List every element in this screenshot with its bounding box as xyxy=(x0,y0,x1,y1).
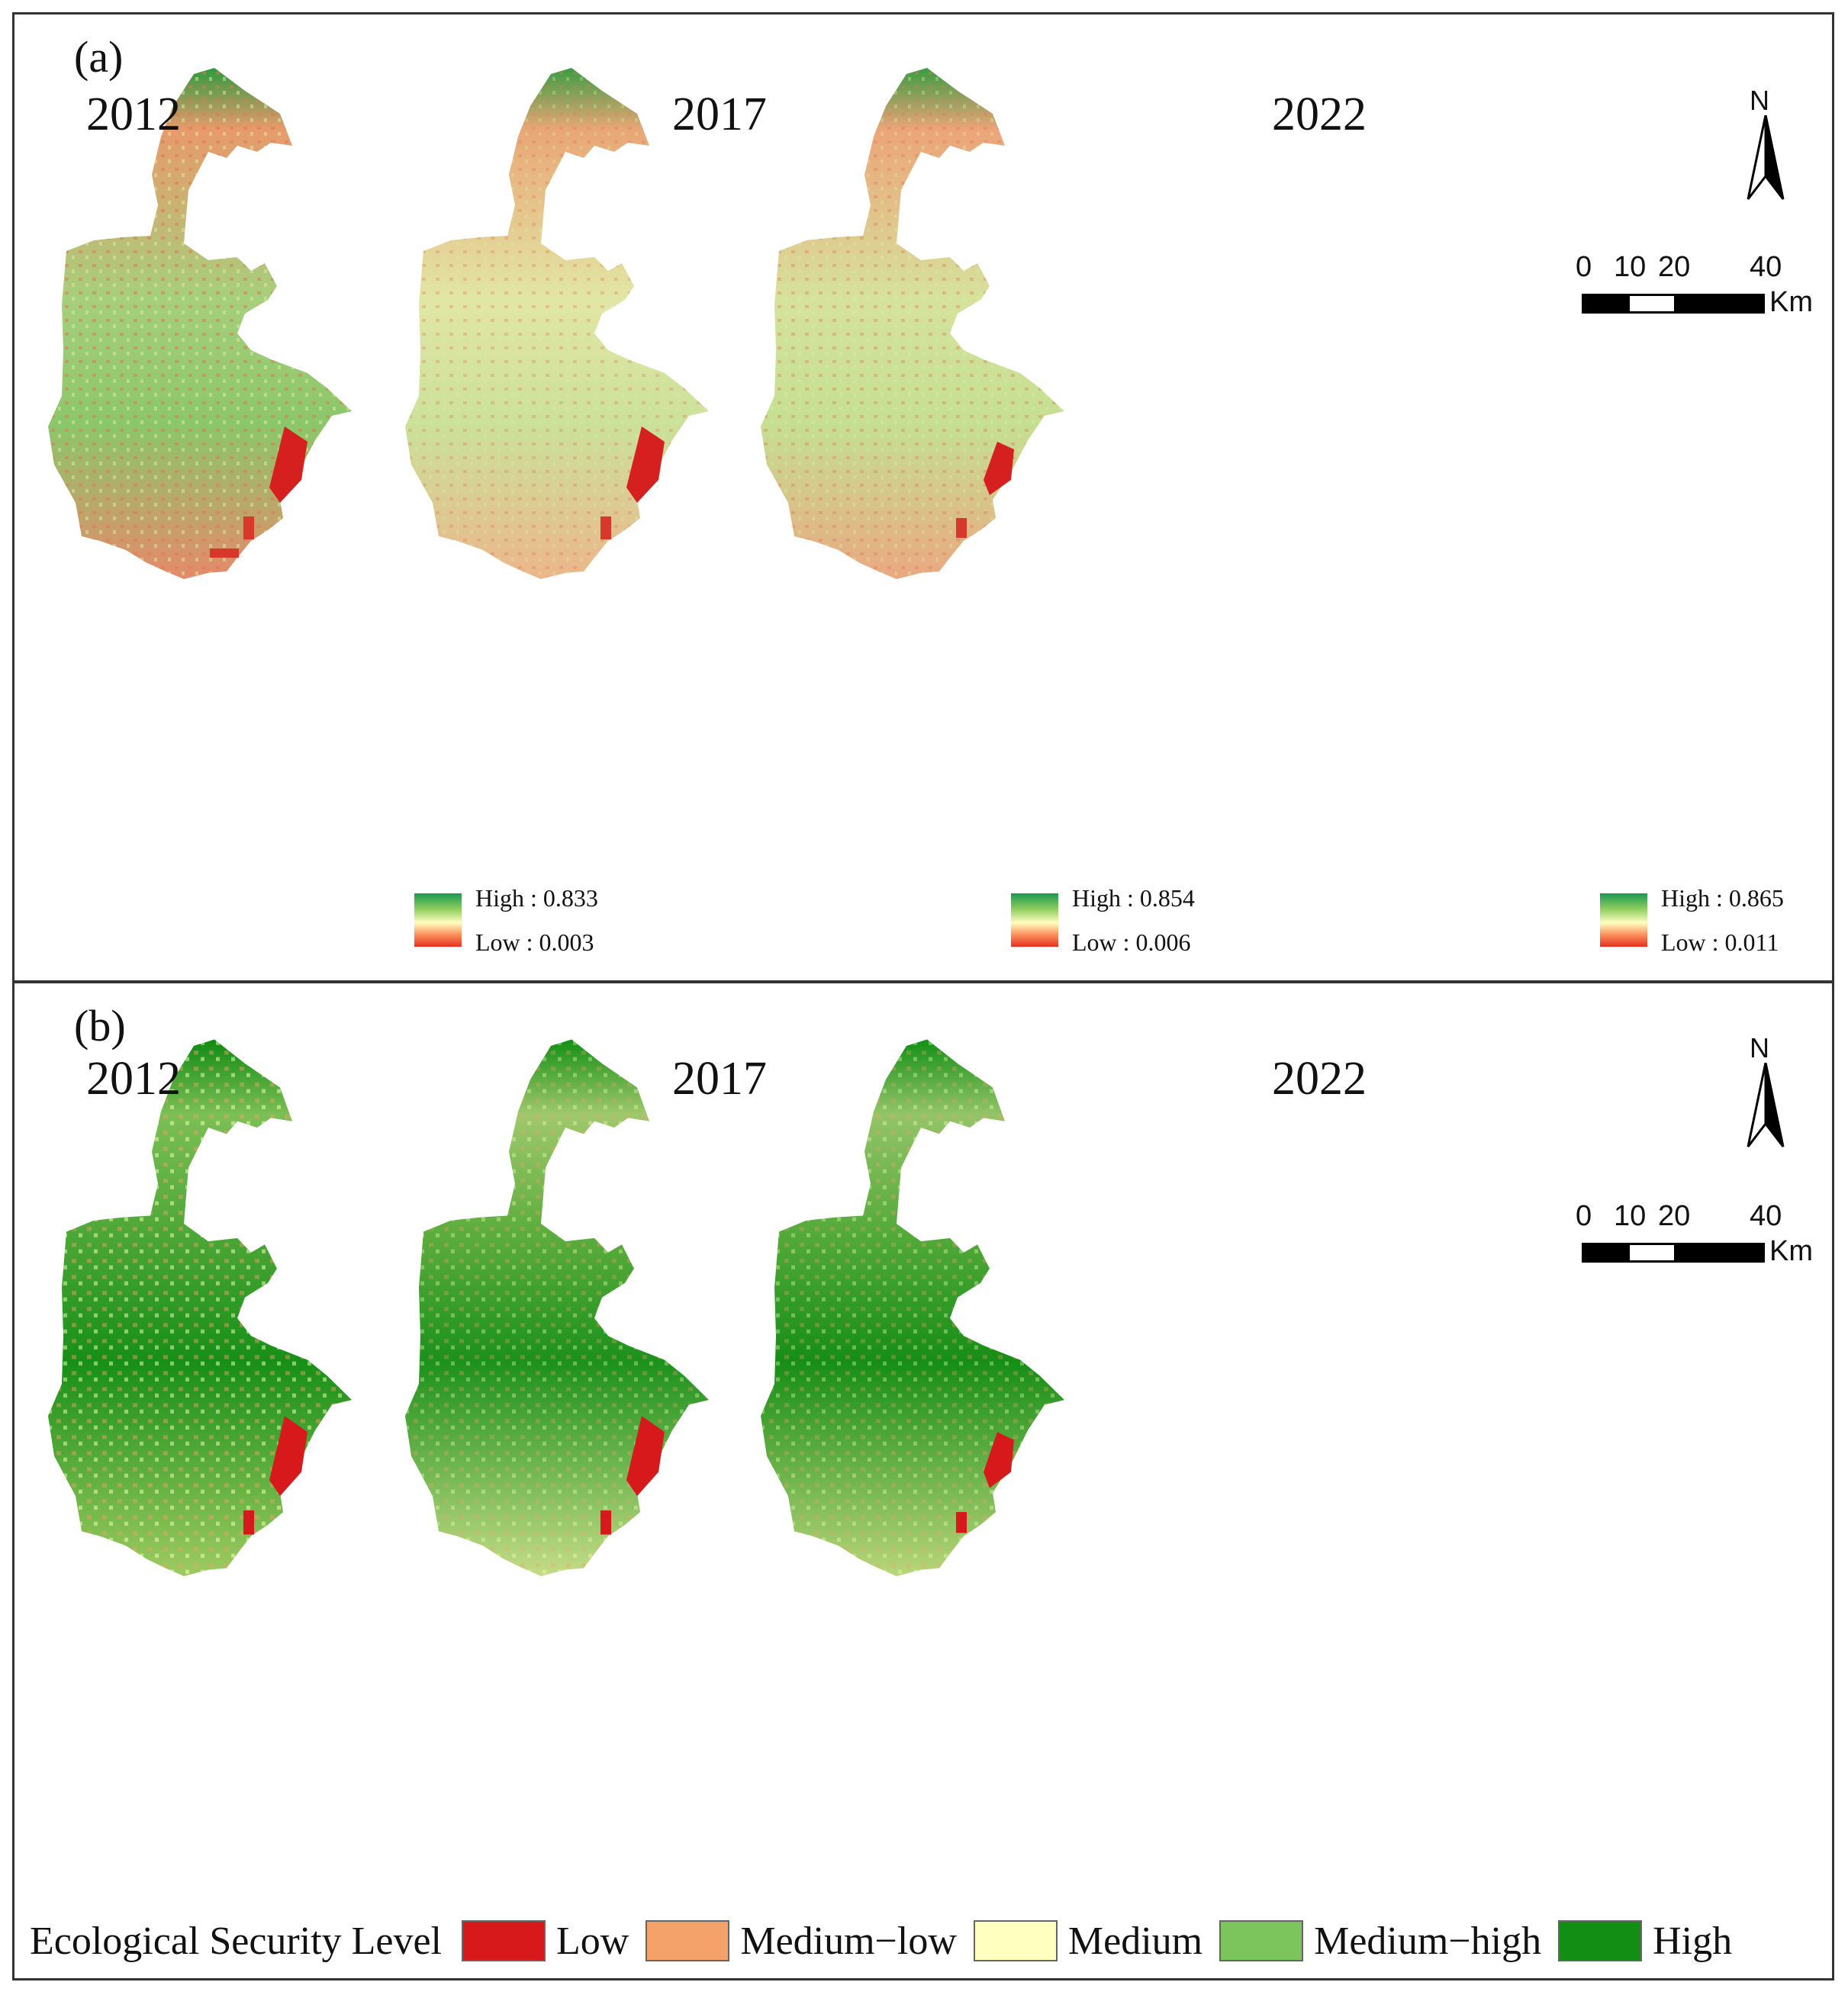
legend-low-value: Low : 0.006 xyxy=(1072,928,1191,956)
panel-b-maps xyxy=(48,1039,1064,1576)
legend-item-high: High xyxy=(1541,1919,1732,1964)
scale-bar: 0 10 20 40 Km xyxy=(1576,1200,1824,1276)
scale-tick: 20 xyxy=(1658,251,1691,283)
scale-tick: 0 xyxy=(1576,1200,1592,1232)
legend-item-low: Low xyxy=(445,1919,629,1964)
year-label-2022: 2022 xyxy=(1272,1053,1367,1105)
north-arrow-icon: N xyxy=(1739,85,1792,207)
scale-bar-graphic xyxy=(1582,294,1765,314)
scale-tick: 0 xyxy=(1576,251,1592,283)
scale-tick: 10 xyxy=(1614,1200,1647,1232)
legend-high-value: High : 0.854 xyxy=(1072,884,1195,912)
map-2017-index xyxy=(405,68,709,579)
panel-a: (a) xyxy=(12,12,1834,983)
legend-swatch-low xyxy=(462,1920,546,1961)
year-label-2017: 2017 xyxy=(672,1053,767,1105)
year-label-2012: 2012 xyxy=(86,88,181,140)
panel-a-label: (a) xyxy=(74,32,124,82)
legend-swatch-medium-high xyxy=(1219,1920,1304,1961)
legend-item-medium-low: Medium−low xyxy=(629,1919,957,1964)
legend-low-value: Low : 0.011 xyxy=(1661,928,1779,956)
scale-tick: 40 xyxy=(1750,1200,1782,1232)
legend-swatch-high xyxy=(1558,1920,1643,1961)
panel-a-maps xyxy=(48,68,1064,579)
legend-label-medium-low: Medium−low xyxy=(740,1919,957,1963)
legend-high-value: High : 0.865 xyxy=(1661,884,1784,912)
legend-label-high: High xyxy=(1653,1919,1733,1963)
legend-swatch-medium xyxy=(973,1920,1058,1961)
year-label-2022: 2022 xyxy=(1272,88,1367,140)
legend-label-medium-high: Medium−high xyxy=(1314,1919,1542,1963)
legend-item-medium-high: Medium−high xyxy=(1202,1919,1541,1964)
legend-item-medium: Medium xyxy=(957,1919,1202,1964)
panel-b: (b) xyxy=(12,981,1834,1981)
scale-tick: 20 xyxy=(1658,1200,1691,1232)
legend-title: Ecological Security Level xyxy=(30,1919,443,1963)
gradient-ramp xyxy=(414,893,462,947)
north-label: N xyxy=(1750,1032,1769,1063)
map-2022-index xyxy=(761,68,1064,579)
north-label: N xyxy=(1750,85,1769,116)
scale-unit: Km xyxy=(1769,286,1813,318)
legend-label-low: Low xyxy=(556,1919,629,1963)
map-2012-level xyxy=(48,1039,352,1576)
ecological-security-legend: Ecological Security Level Low Medium−low… xyxy=(30,1914,1732,1968)
year-label-2017: 2017 xyxy=(672,88,767,140)
scale-unit: Km xyxy=(1769,1235,1813,1267)
map-2012-index xyxy=(48,68,352,579)
legend-low-value: Low : 0.003 xyxy=(475,928,594,956)
north-arrow-icon: N xyxy=(1739,1032,1792,1154)
gradient-ramp xyxy=(1011,893,1058,947)
scale-bar-graphic xyxy=(1582,1243,1765,1263)
gradient-legend-2017: High : 0.854 Low : 0.006 xyxy=(1011,884,1209,960)
scale-bar: 0 10 20 40 Km xyxy=(1576,251,1824,327)
map-2017-level xyxy=(405,1039,709,1576)
gradient-legend-2022: High : 0.865 Low : 0.011 xyxy=(1600,884,1798,960)
scale-tick: 10 xyxy=(1614,251,1647,283)
legend-high-value: High : 0.833 xyxy=(475,884,598,912)
gradient-legend-2012: High : 0.833 Low : 0.003 xyxy=(414,884,613,960)
map-2022-level xyxy=(761,1039,1064,1576)
scale-tick: 40 xyxy=(1750,251,1782,283)
legend-label-medium: Medium xyxy=(1067,1919,1203,1963)
panel-b-label: (b) xyxy=(74,1001,126,1051)
legend-swatch-medium-low xyxy=(646,1920,730,1961)
year-label-2012: 2012 xyxy=(86,1053,181,1105)
gradient-ramp xyxy=(1600,893,1647,947)
